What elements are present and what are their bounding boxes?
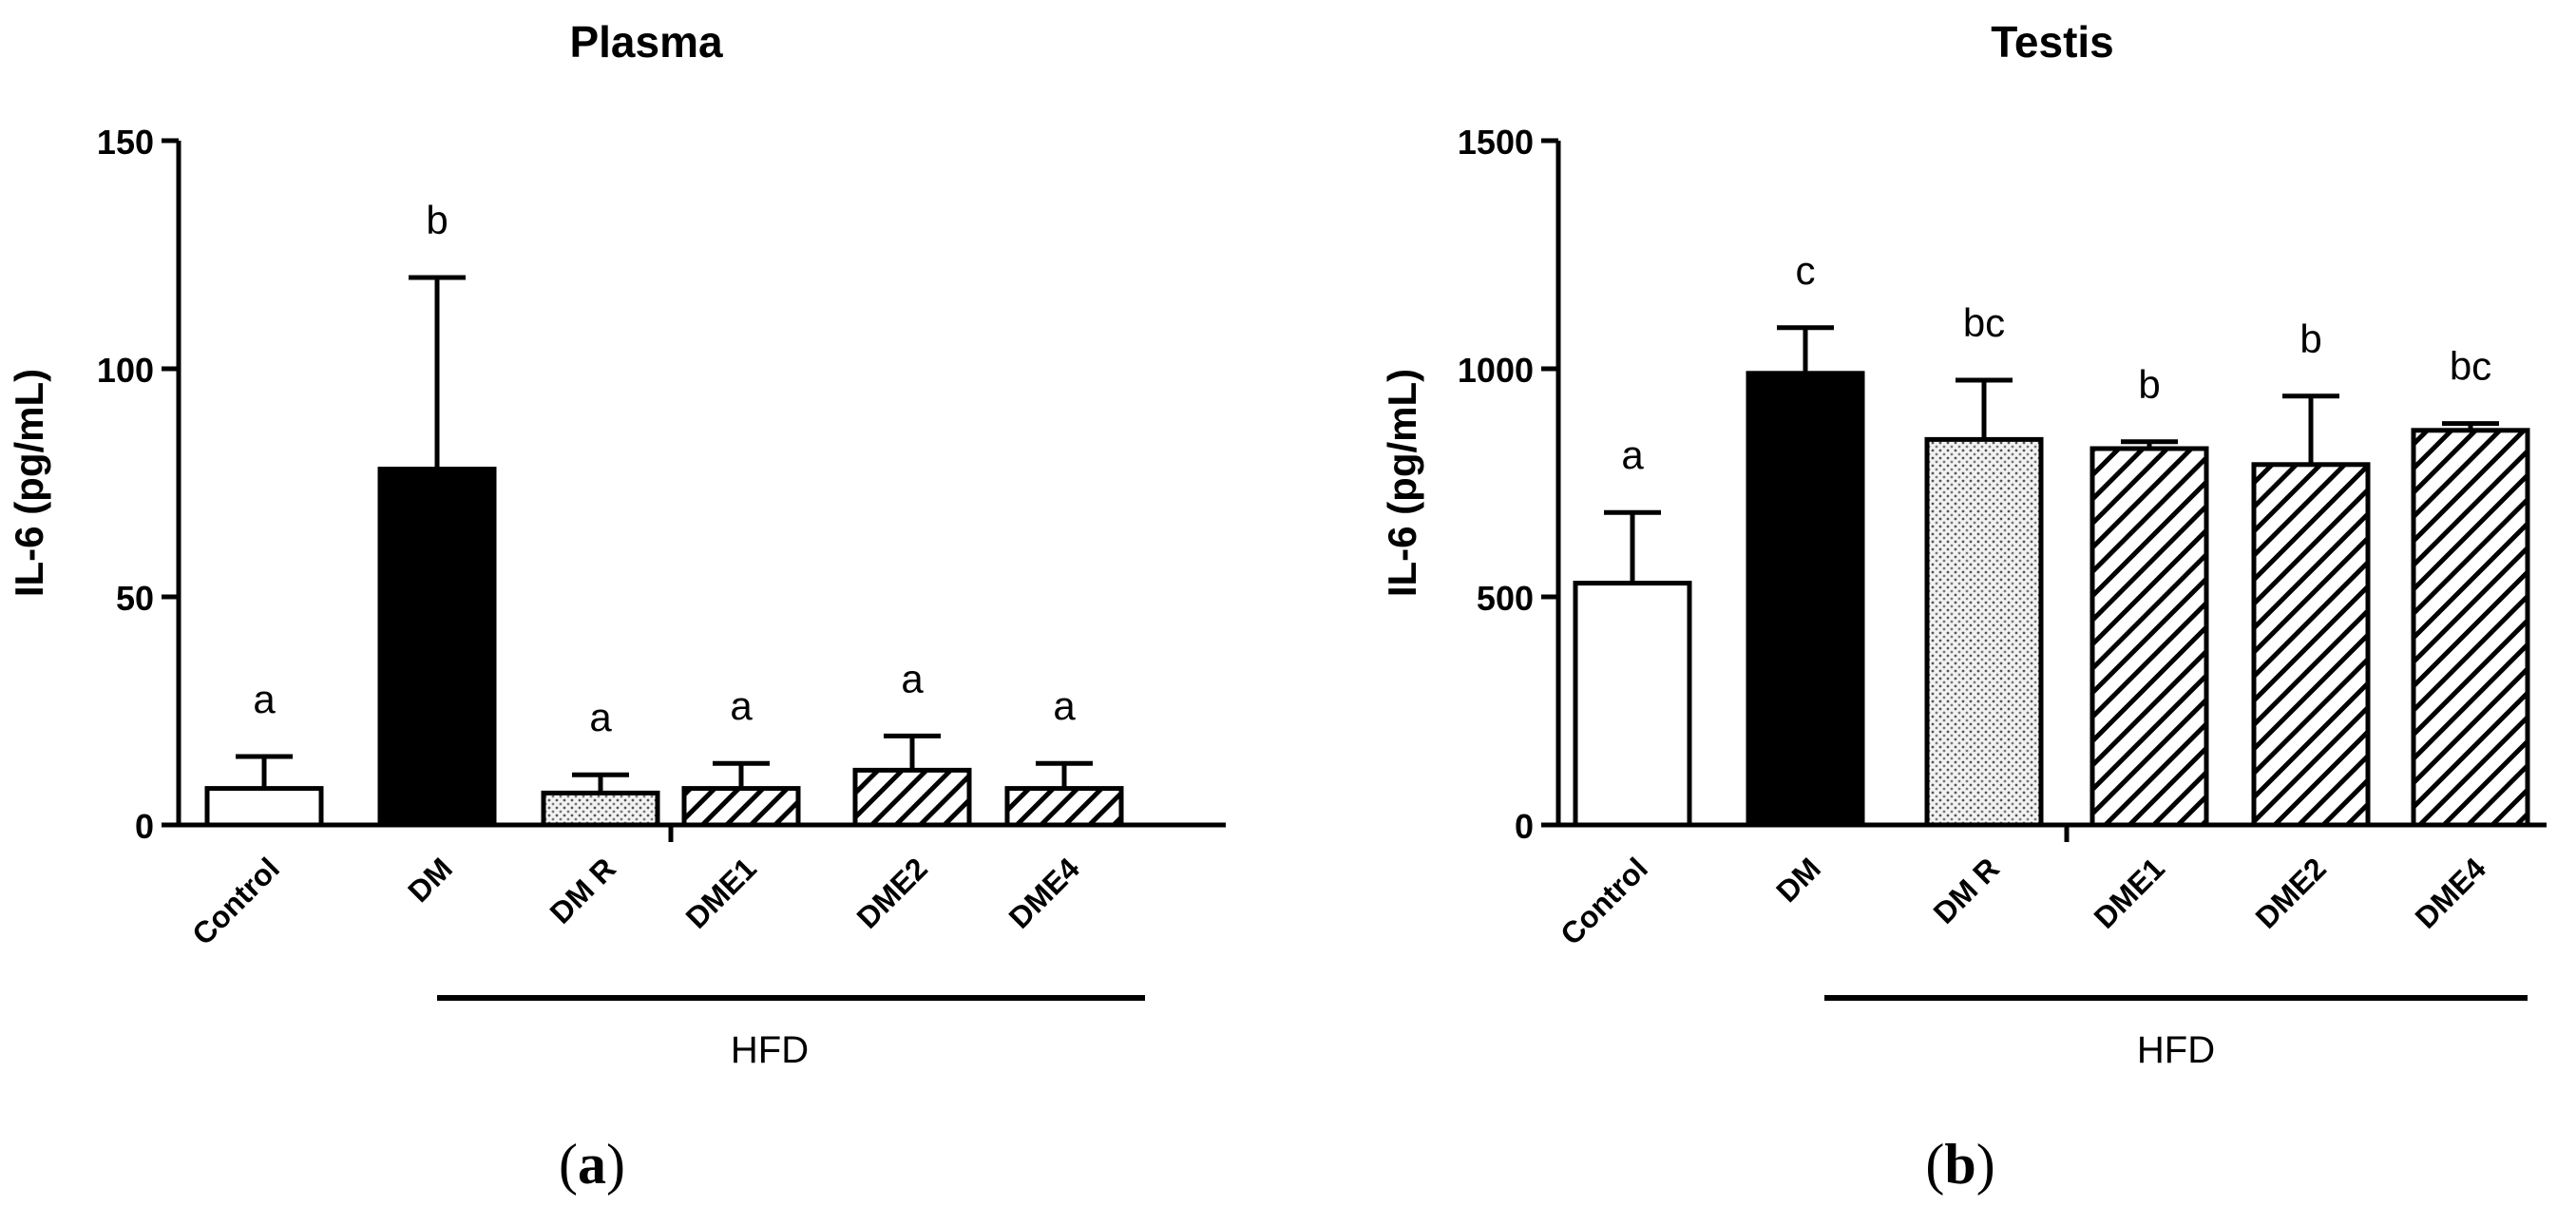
bar [204, 786, 324, 828]
y-tick-label: 100 [97, 351, 154, 390]
bar [2411, 428, 2530, 828]
x-tick-label: DM R [1927, 851, 2006, 929]
x-tick-label: DM [401, 851, 459, 909]
significance-label: a [901, 656, 924, 700]
y-tick-label: 1000 [1458, 351, 1534, 390]
x-tick-label: DME2 [850, 851, 934, 934]
significance-label: a [730, 683, 753, 728]
x-tick-label: DM [1769, 851, 1827, 909]
chart-title: Plasma [569, 17, 723, 67]
significance-label: bc [1963, 300, 2005, 345]
y-axis-label: IL-6 (pg/mL) [7, 369, 51, 597]
x-tick-label: DM R [544, 851, 622, 929]
panel-label: (a) [559, 1133, 625, 1196]
significance-label: c [1796, 248, 1816, 293]
chart-title: Testis [1991, 17, 2114, 67]
x-tick-label: Control [185, 851, 286, 951]
bar [1746, 371, 1865, 828]
significance-label: a [1053, 683, 1076, 728]
x-tick-label: DME2 [2249, 851, 2333, 934]
significance-label: a [589, 695, 612, 739]
y-tick-label: 1500 [1458, 123, 1534, 162]
significance-label: b [426, 198, 448, 242]
chart-plasma: Plasma IL-6 (pg/mL) 0 50 100 150 a Control b DM a D… [7, 17, 1226, 1196]
x-tick-label: DME1 [679, 851, 763, 934]
bar [1924, 436, 2044, 828]
significance-label: b [2138, 362, 2160, 407]
significance-label: a [1621, 432, 1644, 477]
y-axis-label: IL-6 (pg/mL) [1380, 369, 1424, 597]
x-tick-label: DME4 [2409, 851, 2492, 934]
bar [541, 790, 660, 828]
y-tick-label: 0 [135, 807, 154, 846]
bar [2251, 462, 2371, 828]
y-tick-label: 150 [97, 123, 154, 162]
bar [681, 786, 801, 828]
group-label: HFD [731, 1029, 809, 1071]
x-tick-label: DME1 [2088, 851, 2171, 934]
x-tick-label: DME4 [1002, 851, 1086, 934]
bar [852, 767, 972, 828]
x-tick-label: Control [1554, 851, 1654, 951]
y-tick-label: 50 [116, 579, 154, 618]
significance-label: b [2299, 316, 2321, 361]
bar [1573, 581, 1692, 828]
bar [1004, 786, 1124, 828]
chart-testis: Testis IL-6 (pg/mL) 0 500 1000 1500 a Control c D… [1380, 17, 2547, 1196]
panel-label: (b) [1925, 1133, 1994, 1196]
y-tick-label: 0 [1515, 807, 1534, 846]
significance-label: bc [2450, 344, 2491, 389]
y-tick-label: 500 [1477, 579, 1534, 618]
bar [377, 467, 497, 828]
group-label: HFD [2137, 1029, 2215, 1071]
significance-label: a [253, 677, 276, 721]
bar [2089, 446, 2209, 828]
